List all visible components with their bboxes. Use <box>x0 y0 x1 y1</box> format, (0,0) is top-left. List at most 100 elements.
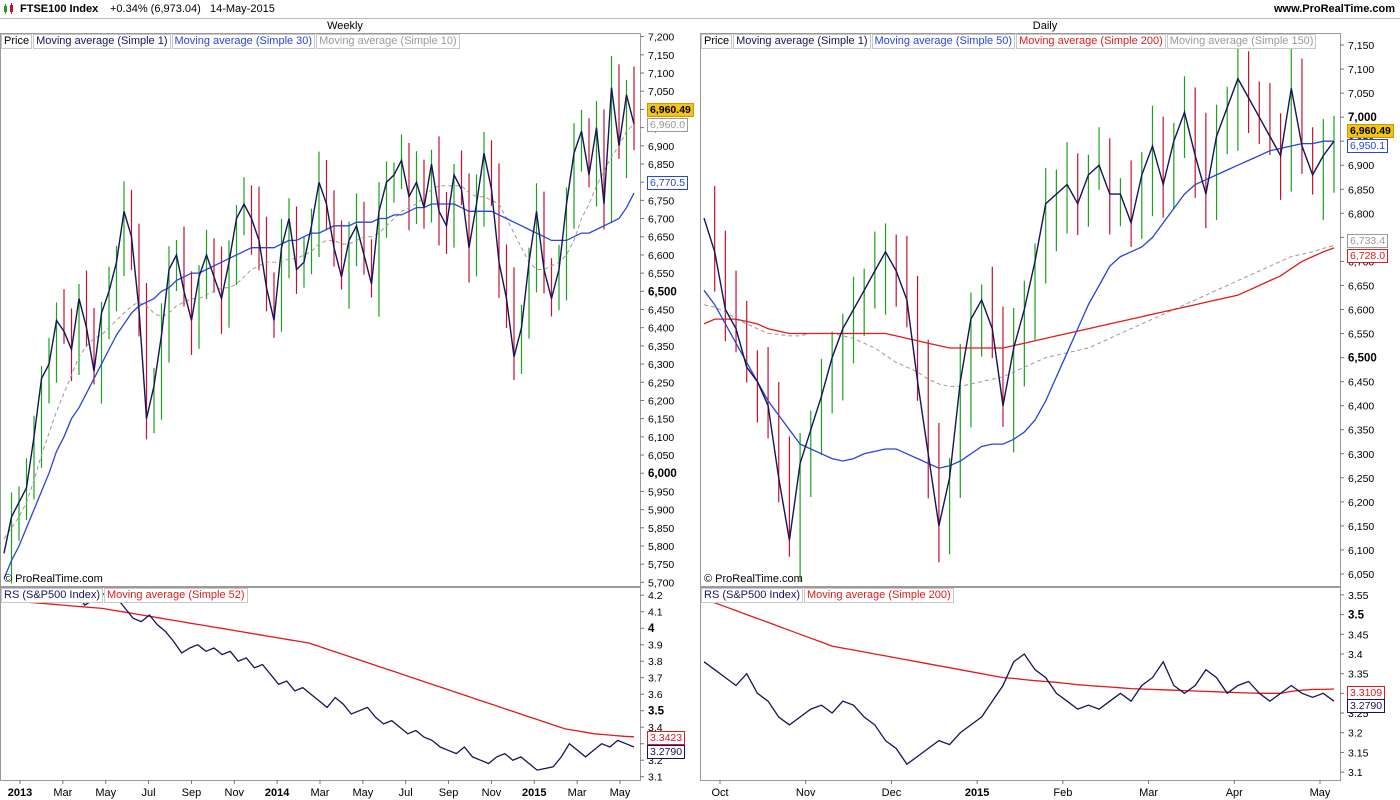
y-tick-label: 3.7 <box>648 673 663 685</box>
legend-ma1[interactable]: Moving average (Simple 1) <box>33 34 171 49</box>
legend-rs[interactable]: RS (S&P500 Index) <box>701 588 803 603</box>
price-bars <box>10 55 635 584</box>
y-tick-label: 3.1 <box>648 772 663 784</box>
legend-price[interactable]: Price <box>701 34 733 49</box>
weekly-legend: Price Moving average (Simple 1) Moving ave… <box>1 34 461 49</box>
y-tick-label: 4.2 <box>648 590 663 602</box>
x-tick-label: Nov <box>225 787 245 799</box>
daily-panel-title: Daily <box>1032 20 1058 32</box>
y-tick-label: 6,200 <box>1348 497 1374 509</box>
y-tick-label: 3.2 <box>1348 728 1363 740</box>
y-tick-label: 6,150 <box>1348 521 1374 533</box>
y-tick-label: 3.9 <box>648 640 663 652</box>
y-tick-label: 3.55 <box>1348 590 1369 602</box>
x-tick-label: Jul <box>142 787 156 799</box>
price-line <box>3 87 635 554</box>
x-tick-label: 2013 <box>8 787 32 799</box>
y-tick-label: 6,550 <box>648 268 674 280</box>
y-tick-label: 6,650 <box>648 232 674 244</box>
y-tick-label: 6,350 <box>1348 425 1374 437</box>
legend-ma1[interactable]: Moving average (Simple 1) <box>733 34 871 49</box>
ma150-line <box>703 245 1335 387</box>
x-tick-label: May <box>95 787 116 799</box>
x-tick-label: May <box>610 787 631 799</box>
y-tick-label: 6,500 <box>648 286 677 298</box>
y-tick-label: 3.6 <box>648 689 663 701</box>
x-tick-label: Nov <box>796 787 816 799</box>
y-tick-label: 7,100 <box>648 68 674 80</box>
y-tick-label: 6,600 <box>1348 305 1374 317</box>
y-tick-label: 4 <box>648 623 655 635</box>
y-tick-label: 5,900 <box>648 505 674 517</box>
y-tick-label: 6,400 <box>1348 401 1374 413</box>
y-tick-label: 6,650 <box>1348 280 1374 292</box>
y-tick-label: 6,550 <box>1348 329 1374 341</box>
weekly-last-price-badge: 6,960.49 <box>647 103 694 117</box>
x-tick-label: 2014 <box>265 787 290 799</box>
panel-frame <box>700 587 1341 781</box>
x-tick-label: Sep <box>182 787 202 799</box>
x-tick-label: Nov <box>482 787 502 799</box>
weekly-rs-legend: RS (S&P500 Index) Moving average (Simple … <box>1 588 249 603</box>
ma200-line <box>703 247 1335 349</box>
legend-ma50[interactable]: Moving average (Simple 50) <box>871 34 1016 49</box>
x-tick-label: Dec <box>882 787 902 799</box>
y-tick-label: 6,350 <box>648 341 674 353</box>
y-tick-label: 7,150 <box>1348 40 1374 52</box>
y-tick-label: 6,250 <box>1348 473 1374 485</box>
daily-rs-badge: 3.2790 <box>1347 699 1386 713</box>
weekly-copyright: © ProRealTime.com <box>4 573 103 585</box>
y-tick-label: 3.5 <box>1348 610 1365 622</box>
instrument-name: FTSE100 Index <box>20 3 99 15</box>
y-tick-label: 6,400 <box>648 323 674 335</box>
legend-ma200[interactable]: Moving average (Simple 200) <box>1016 34 1166 49</box>
y-tick-label: 6,250 <box>648 377 674 389</box>
y-tick-label: 3.5 <box>648 706 665 718</box>
y-tick-label: 3.35 <box>1348 669 1369 681</box>
panel-frame <box>700 33 1341 587</box>
y-tick-label: 6,700 <box>648 214 674 226</box>
legend-ma150[interactable]: Moving average (Simple 150) <box>1166 34 1317 49</box>
y-tick-label: 3.15 <box>1348 747 1369 759</box>
panel-frame <box>0 33 641 587</box>
x-tick-label: 2015 <box>965 787 989 799</box>
y-tick-label: 6,900 <box>648 141 674 153</box>
y-tick-label: 3.45 <box>1348 629 1369 641</box>
y-tick-label: 4.1 <box>648 607 663 619</box>
x-tick-label: Mar <box>1139 787 1158 799</box>
y-tick-label: 6,600 <box>648 250 674 262</box>
panel-frame <box>0 587 641 781</box>
y-tick-label: 6,450 <box>648 305 674 317</box>
weekly-ma30-badge: 6,770.5 <box>647 176 689 190</box>
legend-ma30[interactable]: Moving average (Simple 30) <box>171 34 316 49</box>
daily-ma50-badge: 6,950.1 <box>1347 139 1389 153</box>
weekly-ma10-badge: 6,960.0 <box>647 118 689 132</box>
x-tick-label: May <box>352 787 373 799</box>
daily-ma150-badge: 6,733.4 <box>1347 234 1389 248</box>
x-tick-label: Mar <box>568 787 587 799</box>
weekly-panel-title: Weekly <box>327 20 363 32</box>
x-tick-label: Oct <box>711 787 728 799</box>
rs-line <box>703 653 1335 766</box>
price-change: +0.34% (6,973.04) <box>110 3 201 15</box>
legend-ma10[interactable]: Moving average (Simple 10) <box>316 34 460 49</box>
rs-line <box>3 591 635 771</box>
weekly-rs-ma-badge: 3.3423 <box>647 731 686 745</box>
legend-rs-ma200[interactable]: Moving average (Simple 200) <box>804 588 954 603</box>
weekly-rs-badge: 3.2790 <box>647 745 686 759</box>
y-tick-label: 6,750 <box>648 195 674 207</box>
legend-rs[interactable]: RS (S&P500 Index) <box>1 588 103 603</box>
x-tick-label: Feb <box>1053 787 1072 799</box>
y-tick-label: 5,850 <box>648 523 674 535</box>
legend-price[interactable]: Price <box>1 34 33 49</box>
y-tick-label: 5,700 <box>648 577 674 589</box>
legend-rs-ma52[interactable]: Moving average (Simple 52) <box>104 588 248 603</box>
rs-ma52-line <box>3 599 635 738</box>
header-date: 14-May-2015 <box>210 3 275 15</box>
x-tick-label: Jul <box>399 787 413 799</box>
y-tick-label: 6,050 <box>1348 569 1374 581</box>
y-tick-label: 5,750 <box>648 559 674 571</box>
y-tick-label: 3.4 <box>1348 649 1363 661</box>
site-link[interactable]: www.ProRealTime.com <box>1273 3 1395 15</box>
